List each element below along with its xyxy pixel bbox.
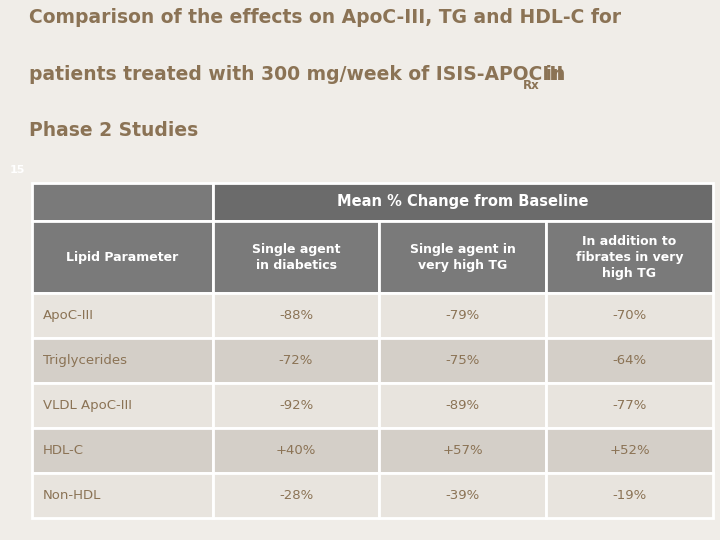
- Bar: [546, 383, 713, 428]
- Text: -19%: -19%: [612, 489, 647, 502]
- Bar: [32, 339, 212, 383]
- Bar: [212, 339, 379, 383]
- Bar: [212, 293, 379, 339]
- Text: -75%: -75%: [446, 354, 480, 367]
- Text: Non-HDL: Non-HDL: [42, 489, 101, 502]
- Text: +40%: +40%: [276, 444, 316, 457]
- Text: -70%: -70%: [612, 309, 647, 322]
- Bar: [32, 428, 212, 474]
- Text: patients treated with 300 mg/week of ISIS-APOCIII: patients treated with 300 mg/week of ISI…: [29, 65, 563, 84]
- Bar: [32, 383, 212, 428]
- Text: Comparison of the effects on ApoC-III, TG and HDL-C for: Comparison of the effects on ApoC-III, T…: [29, 8, 621, 27]
- Bar: [379, 474, 546, 518]
- Bar: [379, 428, 546, 474]
- Bar: [32, 474, 212, 518]
- Text: Rx: Rx: [523, 78, 539, 92]
- Text: -28%: -28%: [279, 489, 313, 502]
- Bar: [379, 293, 546, 339]
- Text: +52%: +52%: [609, 444, 649, 457]
- Bar: [379, 383, 546, 428]
- Bar: [546, 339, 713, 383]
- Text: -77%: -77%: [612, 400, 647, 413]
- Bar: [379, 221, 546, 293]
- Text: Lipid Parameter: Lipid Parameter: [66, 251, 179, 264]
- Text: -64%: -64%: [613, 354, 647, 367]
- Text: Phase 2 Studies: Phase 2 Studies: [29, 122, 198, 140]
- Bar: [212, 474, 379, 518]
- Bar: [212, 183, 713, 221]
- Bar: [32, 221, 212, 293]
- Bar: [32, 183, 212, 221]
- Text: ApoC-III: ApoC-III: [42, 309, 94, 322]
- Text: -88%: -88%: [279, 309, 313, 322]
- Text: 15: 15: [10, 165, 25, 174]
- Text: VLDL ApoC-III: VLDL ApoC-III: [42, 400, 132, 413]
- Text: -72%: -72%: [279, 354, 313, 367]
- Text: Single agent in
very high TG: Single agent in very high TG: [410, 243, 516, 272]
- Text: +57%: +57%: [443, 444, 483, 457]
- Text: Mean % Change from Baseline: Mean % Change from Baseline: [337, 194, 588, 210]
- Text: HDL-C: HDL-C: [42, 444, 84, 457]
- Bar: [546, 428, 713, 474]
- Text: -92%: -92%: [279, 400, 313, 413]
- Bar: [212, 383, 379, 428]
- Text: -79%: -79%: [446, 309, 480, 322]
- Text: Single agent
in diabetics: Single agent in diabetics: [252, 243, 341, 272]
- Text: -39%: -39%: [446, 489, 480, 502]
- Bar: [212, 221, 379, 293]
- Bar: [546, 221, 713, 293]
- Bar: [379, 339, 546, 383]
- Bar: [546, 474, 713, 518]
- Text: Triglycerides: Triglycerides: [42, 354, 127, 367]
- Text: -89%: -89%: [446, 400, 480, 413]
- Bar: [546, 293, 713, 339]
- Bar: [212, 428, 379, 474]
- Text: in: in: [539, 65, 565, 84]
- Text: In addition to
fibrates in very
high TG: In addition to fibrates in very high TG: [576, 235, 683, 280]
- Bar: [32, 293, 212, 339]
